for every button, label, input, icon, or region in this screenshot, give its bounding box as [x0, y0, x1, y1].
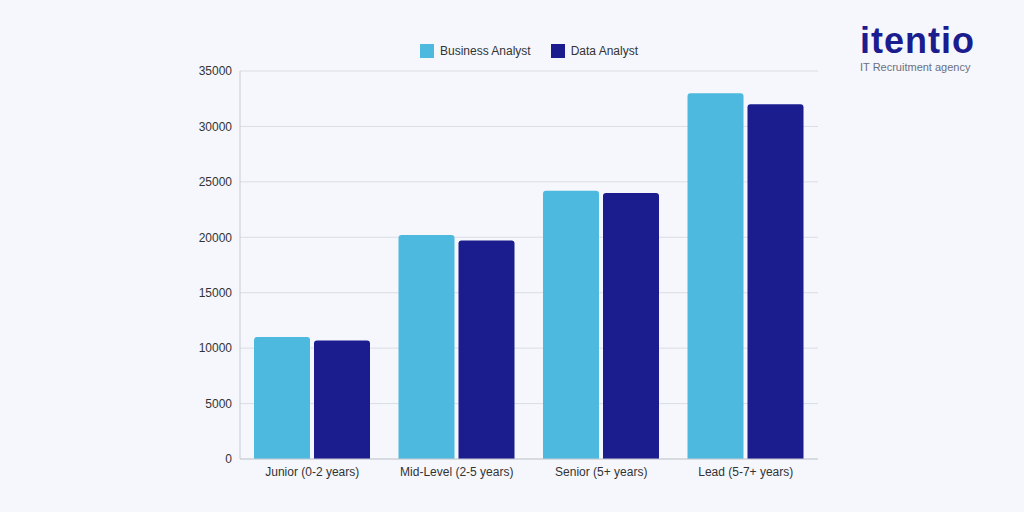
- svg-text:20000: 20000: [199, 231, 233, 245]
- svg-text:25000: 25000: [199, 175, 233, 189]
- svg-text:5000: 5000: [205, 397, 232, 411]
- svg-text:Senior (5+ years): Senior (5+ years): [555, 465, 647, 479]
- svg-text:0: 0: [225, 452, 232, 466]
- svg-text:10000: 10000: [199, 341, 233, 355]
- html-text:itentio: itentio: [860, 20, 975, 61]
- html-text:Data Analyst: Data Analyst: [570, 44, 638, 58]
- svg-text:30000: 30000: [199, 120, 233, 134]
- html-text:IT Recruitment agency: IT Recruitment agency: [860, 61, 971, 73]
- svg-text:Mid-Level (2-5 years): Mid-Level (2-5 years): [400, 465, 513, 479]
- svg-text:Junior (0-2 years): Junior (0-2 years): [265, 465, 359, 479]
- html-text:Business Analyst: Business Analyst: [440, 44, 531, 58]
- svg-text:15000: 15000: [199, 286, 233, 300]
- svg-text:35000: 35000: [199, 64, 233, 78]
- svg-text:Lead (5-7+ years): Lead (5-7+ years): [698, 465, 793, 479]
